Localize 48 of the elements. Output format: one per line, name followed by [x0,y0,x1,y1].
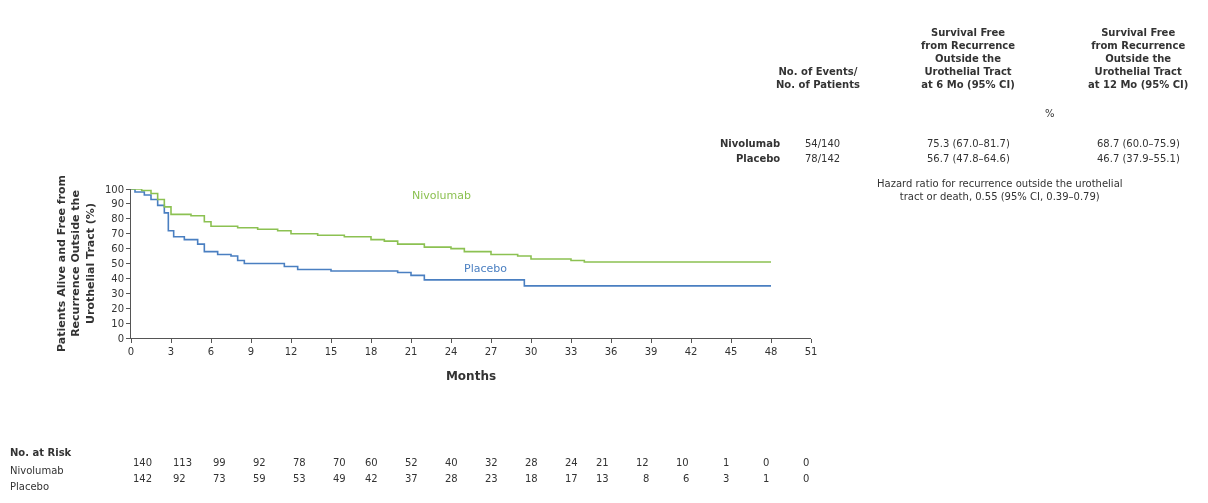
text: Placebo 142 92 73 59 53 49 42 37 28 23 18 17 13 8 6 3 1 0 [10,473,810,492]
x-tick-label: 30 [524,346,538,357]
y-tick-label: 70 [111,228,124,240]
x-tick-label: 27 [484,346,498,357]
y-tick-label: 20 [111,302,124,314]
x-tick-label: 33 [564,346,578,357]
y-tick-label: 0 [117,332,124,344]
text: 56.7 (47.8–64.6) [927,153,1010,164]
text: 46.7 (37.9–55.1) [1097,153,1180,164]
x-tick-label: 9 [247,346,255,357]
y-tick-label: 40 [111,272,124,284]
x-tick-label: 24 [444,346,458,357]
y-tick-label: 10 [111,317,124,329]
text: 75.3 (67.0–81.7) [927,138,1010,149]
text: Survival Free from Recurrence Outside the Urothelial Tract at 6 Mo (95% CI) [921,27,1016,90]
text: 78/142 [805,153,841,164]
x-axis-title: Months [445,368,497,383]
x-tick-label: 21 [404,346,418,357]
text: 54/140 [805,138,841,149]
text: No. at Risk [10,447,72,458]
x-tick-label: 48 [764,346,778,357]
text: Nivolumab [412,189,472,202]
series-label: Placebo [464,262,508,275]
x-tick-label: 45 [724,346,738,357]
x-tick-label: 42 [684,346,698,357]
x-tick-label: 39 [644,346,658,357]
x-tick-label: 51 [804,346,818,357]
y-tick-label: 90 [111,198,124,210]
y-tick-label: 30 [111,287,124,299]
text: Survival Free from Recurrence Outside the Urothelial Tract at 12 Mo (95% CI) [1088,27,1189,90]
text: Hazard ratio for recurrence outside the urothelial tract or death, 0.55 (95% CI, 0.39–0.79) [877,178,1123,202]
x-tick-label: 36 [604,346,618,357]
text: 68.7 (60.0–75.9) [1097,138,1180,149]
text: No. of Events/ No. of Patients [776,66,860,90]
text: % [1045,108,1055,119]
x-tick-label: 12 [284,346,298,357]
y-tick-label: 50 [111,258,124,269]
y-tick-label: 60 [111,243,124,255]
text: Placebo [736,153,781,164]
y-tick-label: 100 [104,183,124,195]
y-axis-title: Patients Alive and Free from Recurrence Outside the Urothelial Tract (%) [54,175,97,352]
x-tick-label: 3 [167,346,175,357]
x-tick-label: 6 [207,346,215,357]
x-tick-label: 15 [324,346,338,357]
x-tick-label: 0 [127,346,135,357]
y-tick-label: 80 [111,213,124,225]
x-tick-label: 18 [364,346,378,357]
text: Nivolumab [720,138,781,149]
